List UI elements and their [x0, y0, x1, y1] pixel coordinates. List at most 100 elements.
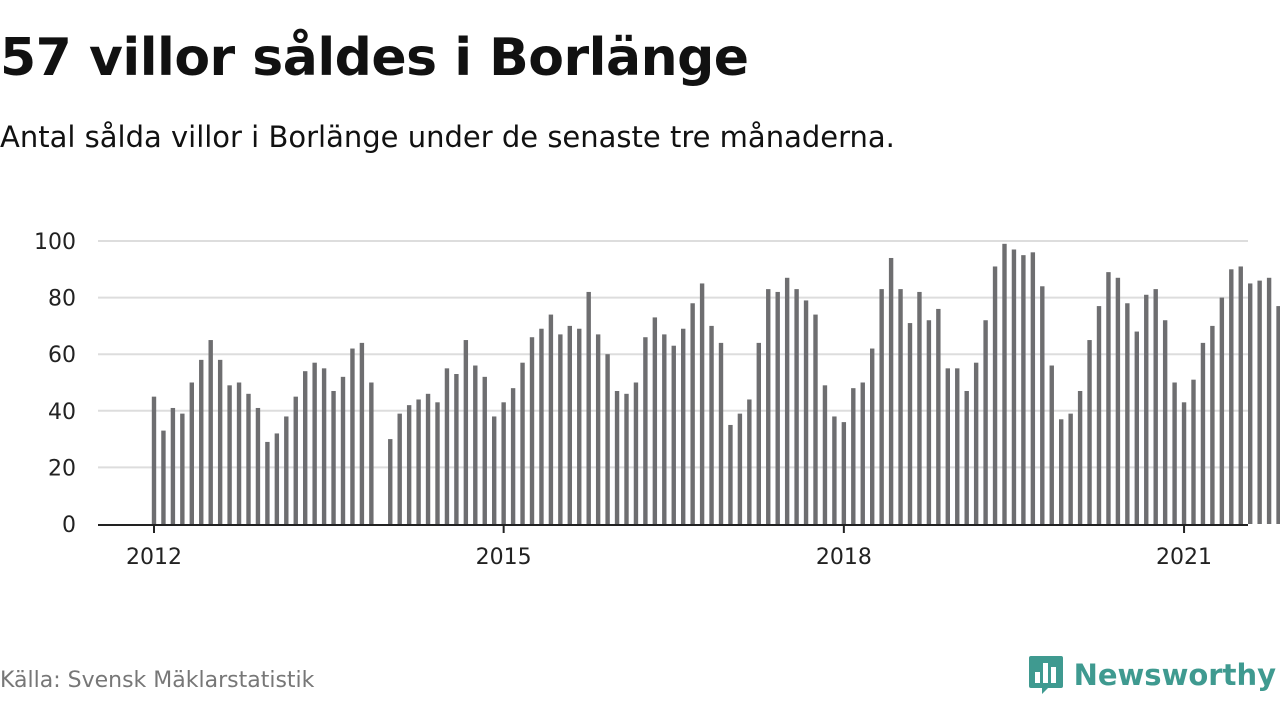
- y-tick-label: 20: [48, 456, 76, 481]
- bar: [841, 422, 847, 524]
- bar: [1115, 277, 1121, 524]
- bar: [1049, 365, 1054, 524]
- bar: [501, 402, 506, 524]
- bar: [1276, 306, 1280, 524]
- x-tick-label: 2012: [126, 545, 182, 570]
- bar: [784, 277, 790, 524]
- bar: [312, 362, 317, 524]
- bar: [964, 390, 969, 524]
- bar: [1059, 419, 1064, 524]
- bar: [917, 291, 922, 524]
- bar: [1106, 272, 1111, 524]
- x-tick-label: 2021: [1156, 545, 1212, 570]
- bar: [416, 399, 421, 524]
- bar: [1153, 289, 1158, 524]
- bar: [1040, 286, 1045, 524]
- bar: [633, 382, 639, 524]
- bar: [907, 323, 913, 524]
- y-tick-label: 80: [48, 287, 76, 312]
- bar: [624, 393, 629, 524]
- bar: [595, 334, 601, 524]
- bar: [274, 433, 280, 524]
- bar: [161, 430, 166, 524]
- bar: [870, 348, 875, 524]
- bar: [151, 396, 157, 524]
- bar: [652, 317, 658, 524]
- bar: [1068, 413, 1073, 524]
- bar: [1162, 320, 1168, 524]
- bar: [822, 385, 828, 524]
- bar: [813, 314, 818, 524]
- y-tick-label: 40: [48, 400, 76, 425]
- bar: [170, 407, 176, 524]
- bars: [151, 243, 1280, 525]
- bar: [614, 390, 620, 524]
- bar: [388, 439, 393, 524]
- bar: [510, 388, 516, 524]
- y-tick-label: 100: [34, 230, 76, 255]
- bar: [482, 376, 487, 524]
- bar: [567, 325, 572, 524]
- chart-title: 57 villor såldes i Borlänge: [0, 28, 749, 88]
- bar: [709, 325, 714, 524]
- bar: [397, 413, 402, 524]
- newsworthy-logo-icon: [1028, 656, 1063, 694]
- bar: [217, 359, 223, 524]
- bar: [199, 359, 204, 524]
- bar: [936, 308, 941, 524]
- brand-logo-group: Newsworthy: [1028, 654, 1276, 696]
- bar: [255, 407, 261, 524]
- bar: [756, 342, 761, 524]
- bar: [1191, 379, 1196, 524]
- bar: [1144, 294, 1149, 524]
- bar: [180, 413, 185, 524]
- bar: [548, 314, 554, 524]
- y-axis-labels: 0 20 40 60 80 100: [34, 230, 76, 538]
- bar: [605, 354, 610, 524]
- bar: [1077, 390, 1083, 524]
- bar: [945, 368, 950, 524]
- bar: [671, 345, 676, 524]
- bar: [435, 402, 440, 524]
- bar: [425, 393, 431, 524]
- bar: [586, 291, 591, 524]
- bar: [1181, 402, 1187, 524]
- bar: [699, 283, 705, 524]
- bar: [293, 396, 298, 524]
- bar: [444, 368, 450, 524]
- chart-subtitle: Antal sålda villor i Borlänge under de s…: [0, 120, 895, 154]
- bar: [898, 289, 903, 524]
- bar: [747, 399, 752, 524]
- x-axis: 20122015201820212023: [126, 525, 1212, 570]
- bar: [577, 328, 582, 524]
- bar: [888, 257, 894, 524]
- y-tick-label: 0: [62, 513, 76, 538]
- bar: [529, 337, 535, 524]
- bar: [350, 348, 355, 524]
- bar: [690, 303, 695, 524]
- bar: [359, 342, 365, 524]
- bar: [737, 413, 743, 524]
- bar: [851, 388, 856, 524]
- bar: [1011, 249, 1017, 525]
- bar: [1257, 280, 1262, 524]
- y-tick-label: 60: [48, 343, 76, 368]
- bar: [246, 393, 251, 524]
- bar: [860, 382, 865, 524]
- bar: [1219, 297, 1225, 524]
- bar: [406, 405, 412, 524]
- bar: [1172, 382, 1177, 524]
- bar: [832, 416, 837, 524]
- source-note: Källa: Svensk Mäklarstatistik: [0, 668, 315, 693]
- bar: [662, 334, 667, 524]
- bar: [303, 371, 308, 524]
- bar: [331, 390, 336, 524]
- bar: [1021, 255, 1026, 524]
- bar: [681, 328, 686, 524]
- bar: [926, 320, 932, 524]
- bar: [1125, 303, 1130, 524]
- bar: [1096, 306, 1102, 524]
- bar: [718, 342, 724, 524]
- bar: [1134, 331, 1139, 524]
